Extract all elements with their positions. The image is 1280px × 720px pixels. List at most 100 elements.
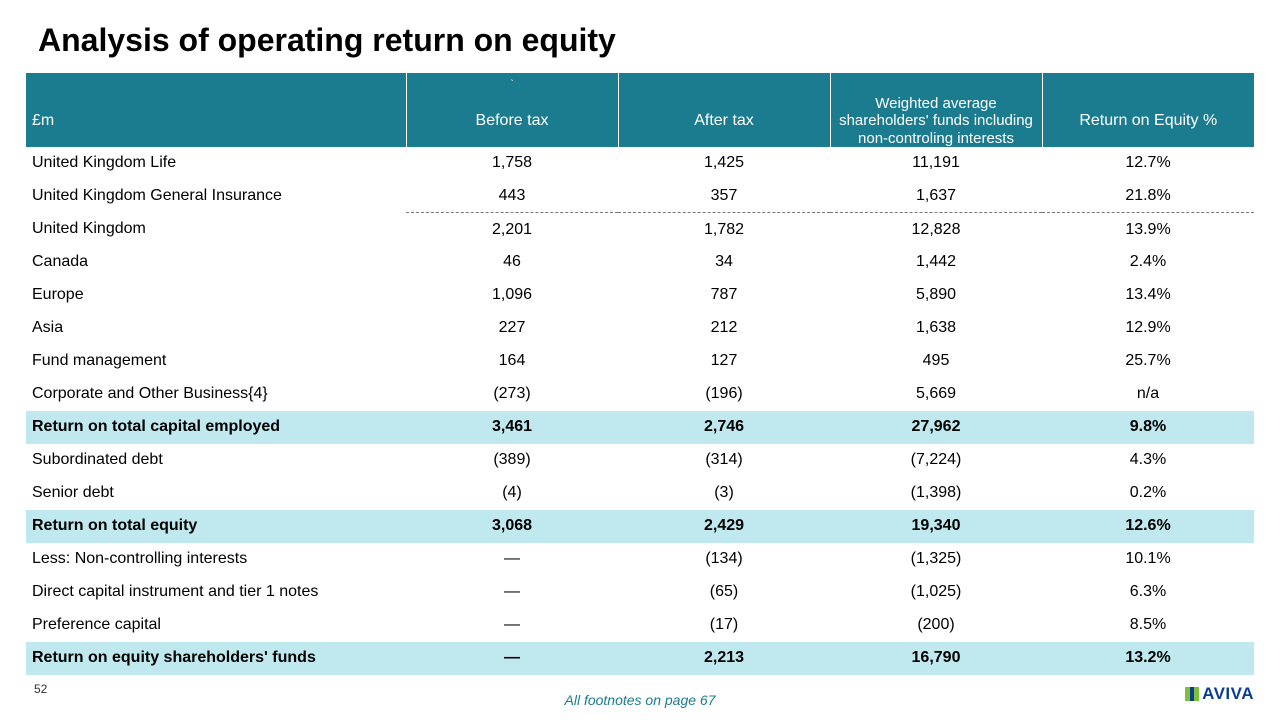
header-after-tax: After tax bbox=[618, 95, 830, 147]
header-blank bbox=[618, 73, 830, 95]
footer: 52 All footnotes on page 67 AVIVA bbox=[0, 682, 1280, 712]
cell-before-tax: 1,096 bbox=[406, 279, 618, 312]
cell-before-tax: 2,201 bbox=[406, 213, 618, 246]
row-label: United Kingdom Life bbox=[26, 147, 406, 180]
cell-before-tax: — bbox=[406, 609, 618, 642]
cell-weighted-avg: (7,224) bbox=[830, 444, 1042, 477]
row-label: Canada bbox=[26, 246, 406, 279]
header-blank bbox=[1042, 73, 1254, 95]
header-blank bbox=[26, 73, 406, 95]
row-label: Preference capital bbox=[26, 609, 406, 642]
cell-before-tax: (389) bbox=[406, 444, 618, 477]
header-unit: £m bbox=[26, 95, 406, 147]
cell-after-tax: (65) bbox=[618, 576, 830, 609]
cell-roe: 13.4% bbox=[1042, 279, 1254, 312]
cell-after-tax: 212 bbox=[618, 312, 830, 345]
cell-roe: 25.7% bbox=[1042, 345, 1254, 378]
cell-after-tax: 2,429 bbox=[618, 510, 830, 543]
cell-weighted-avg: 5,669 bbox=[830, 378, 1042, 411]
table-row: Fund management16412749525.7% bbox=[26, 345, 1254, 378]
cell-after-tax: (3) bbox=[618, 477, 830, 510]
table-row: United Kingdom2,2011,78212,82813.9% bbox=[26, 213, 1254, 246]
cell-weighted-avg: 19,340 bbox=[830, 510, 1042, 543]
row-label: Return on equity shareholders' funds bbox=[26, 642, 406, 675]
header-before-tax: Before tax bbox=[406, 95, 618, 147]
row-label: Return on total capital employed bbox=[26, 411, 406, 444]
cell-weighted-avg: (1,398) bbox=[830, 477, 1042, 510]
table-row: Return on equity shareholders' funds—2,2… bbox=[26, 642, 1254, 675]
cell-weighted-avg: 1,637 bbox=[830, 180, 1042, 213]
cell-weighted-avg: 16,790 bbox=[830, 642, 1042, 675]
cell-after-tax: 2,213 bbox=[618, 642, 830, 675]
cell-roe: 0.2% bbox=[1042, 477, 1254, 510]
roe-table: ` £m Before tax After tax Weighted avera… bbox=[26, 73, 1254, 675]
cell-after-tax: (314) bbox=[618, 444, 830, 477]
table-row: Subordinated debt(389)(314)(7,224)4.3% bbox=[26, 444, 1254, 477]
cell-before-tax: 1,758 bbox=[406, 147, 618, 180]
cell-after-tax: 34 bbox=[618, 246, 830, 279]
table-row: Return on total capital employed3,4612,7… bbox=[26, 411, 1254, 444]
table-header: ` £m Before tax After tax Weighted avera… bbox=[26, 73, 1254, 147]
cell-weighted-avg: 5,890 bbox=[830, 279, 1042, 312]
cell-before-tax: 227 bbox=[406, 312, 618, 345]
cell-after-tax: 1,782 bbox=[618, 213, 830, 246]
cell-before-tax: 46 bbox=[406, 246, 618, 279]
footnote: All footnotes on page 67 bbox=[564, 692, 715, 708]
cell-before-tax: — bbox=[406, 576, 618, 609]
cell-before-tax: 164 bbox=[406, 345, 618, 378]
row-label: Subordinated debt bbox=[26, 444, 406, 477]
cell-after-tax: (196) bbox=[618, 378, 830, 411]
cell-after-tax: 127 bbox=[618, 345, 830, 378]
table-row: United Kingdom General Insurance4433571,… bbox=[26, 180, 1254, 213]
cell-weighted-avg: (200) bbox=[830, 609, 1042, 642]
logo-text: AVIVA bbox=[1202, 684, 1254, 704]
cell-after-tax: (17) bbox=[618, 609, 830, 642]
table-row: Return on total equity3,0682,42919,34012… bbox=[26, 510, 1254, 543]
cell-weighted-avg: (1,025) bbox=[830, 576, 1042, 609]
cell-before-tax: (4) bbox=[406, 477, 618, 510]
cell-weighted-avg: 1,638 bbox=[830, 312, 1042, 345]
table-row: Asia2272121,63812.9% bbox=[26, 312, 1254, 345]
cell-roe: 6.3% bbox=[1042, 576, 1254, 609]
aviva-logo: AVIVA bbox=[1185, 684, 1254, 704]
row-label: Asia bbox=[26, 312, 406, 345]
cell-before-tax: 3,461 bbox=[406, 411, 618, 444]
table-row: Preference capital—(17)(200)8.5% bbox=[26, 609, 1254, 642]
cell-weighted-avg: 12,828 bbox=[830, 213, 1042, 246]
row-label: United Kingdom General Insurance bbox=[26, 180, 406, 213]
row-label: Europe bbox=[26, 279, 406, 312]
row-label: Less: Non-controlling interests bbox=[26, 543, 406, 576]
cell-roe: 21.8% bbox=[1042, 180, 1254, 213]
cell-roe: 2.4% bbox=[1042, 246, 1254, 279]
cell-roe: 8.5% bbox=[1042, 609, 1254, 642]
table-row: Direct capital instrument and tier 1 not… bbox=[26, 576, 1254, 609]
cell-weighted-avg: 11,191 bbox=[830, 147, 1042, 180]
cell-roe: n/a bbox=[1042, 378, 1254, 411]
row-label: Return on total equity bbox=[26, 510, 406, 543]
cell-roe: 13.9% bbox=[1042, 213, 1254, 246]
cell-after-tax: 357 bbox=[618, 180, 830, 213]
table-row: Corporate and Other Business{4}(273)(196… bbox=[26, 378, 1254, 411]
row-label: United Kingdom bbox=[26, 213, 406, 246]
row-label: Senior debt bbox=[26, 477, 406, 510]
cell-roe: 12.6% bbox=[1042, 510, 1254, 543]
cell-weighted-avg: 495 bbox=[830, 345, 1042, 378]
cell-before-tax: — bbox=[406, 642, 618, 675]
cell-weighted-avg: 27,962 bbox=[830, 411, 1042, 444]
cell-roe: 12.9% bbox=[1042, 312, 1254, 345]
table-row: Europe1,0967875,89013.4% bbox=[26, 279, 1254, 312]
cell-roe: 13.2% bbox=[1042, 642, 1254, 675]
header-roe: Return on Equity % bbox=[1042, 95, 1254, 147]
cell-roe: 4.3% bbox=[1042, 444, 1254, 477]
cell-weighted-avg: (1,325) bbox=[830, 543, 1042, 576]
table-row: Less: Non-controlling interests—(134)(1,… bbox=[26, 543, 1254, 576]
table-row: Senior debt(4)(3)(1,398)0.2% bbox=[26, 477, 1254, 510]
header-blank bbox=[830, 73, 1042, 95]
cell-before-tax: 443 bbox=[406, 180, 618, 213]
row-label: Direct capital instrument and tier 1 not… bbox=[26, 576, 406, 609]
cell-roe: 12.7% bbox=[1042, 147, 1254, 180]
cell-before-tax: (273) bbox=[406, 378, 618, 411]
cell-after-tax: 787 bbox=[618, 279, 830, 312]
row-label: Fund management bbox=[26, 345, 406, 378]
cell-roe: 9.8% bbox=[1042, 411, 1254, 444]
